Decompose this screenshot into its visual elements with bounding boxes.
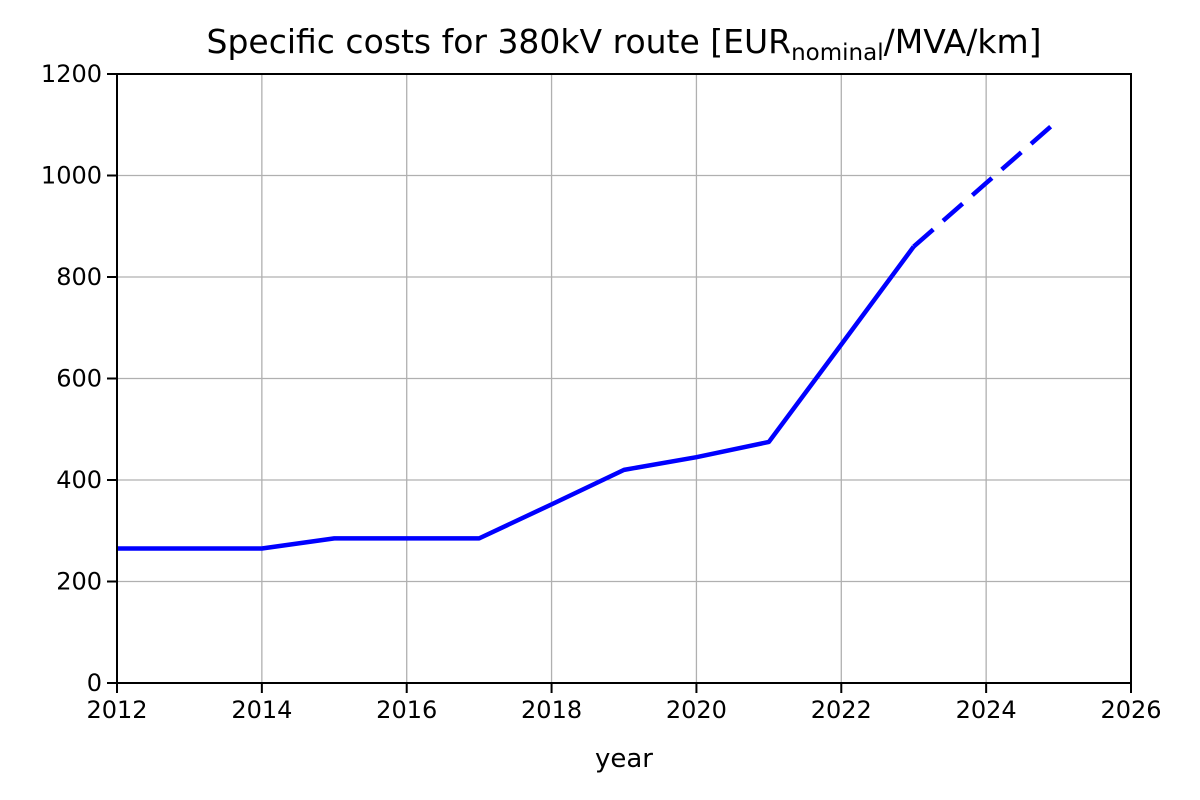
x-tick-label: 2024	[956, 696, 1017, 724]
projection-line	[912, 117, 1061, 249]
x-tick-label: 2026	[1100, 696, 1161, 724]
y-tick-label: 0	[87, 669, 102, 697]
x-tick-label: 2022	[811, 696, 872, 724]
historical-line	[117, 245, 916, 551]
y-tick-label: 800	[56, 263, 102, 291]
y-tick-label: 600	[56, 365, 102, 393]
y-tick-label: 1200	[41, 60, 102, 88]
x-axis-label: year	[594, 744, 653, 774]
chart-title-suffix: /MVA/km]	[883, 22, 1042, 61]
x-tick-label: 2020	[666, 696, 727, 724]
chart-title-subscript: nominal	[791, 40, 884, 66]
x-tick-label: 2016	[376, 696, 437, 724]
chart-title-main: Specific costs for 380kV route [EUR	[206, 22, 792, 61]
x-tick-label: 2014	[231, 696, 292, 724]
x-tick-label: 2018	[521, 696, 582, 724]
x-tick-label: 2012	[86, 696, 147, 724]
y-tick-label: 400	[56, 466, 102, 494]
chart-title: Specific costs for 380kV route [EURnomin…	[117, 22, 1131, 65]
y-tick-label: 1000	[41, 162, 102, 190]
y-tick-label: 200	[56, 568, 102, 596]
